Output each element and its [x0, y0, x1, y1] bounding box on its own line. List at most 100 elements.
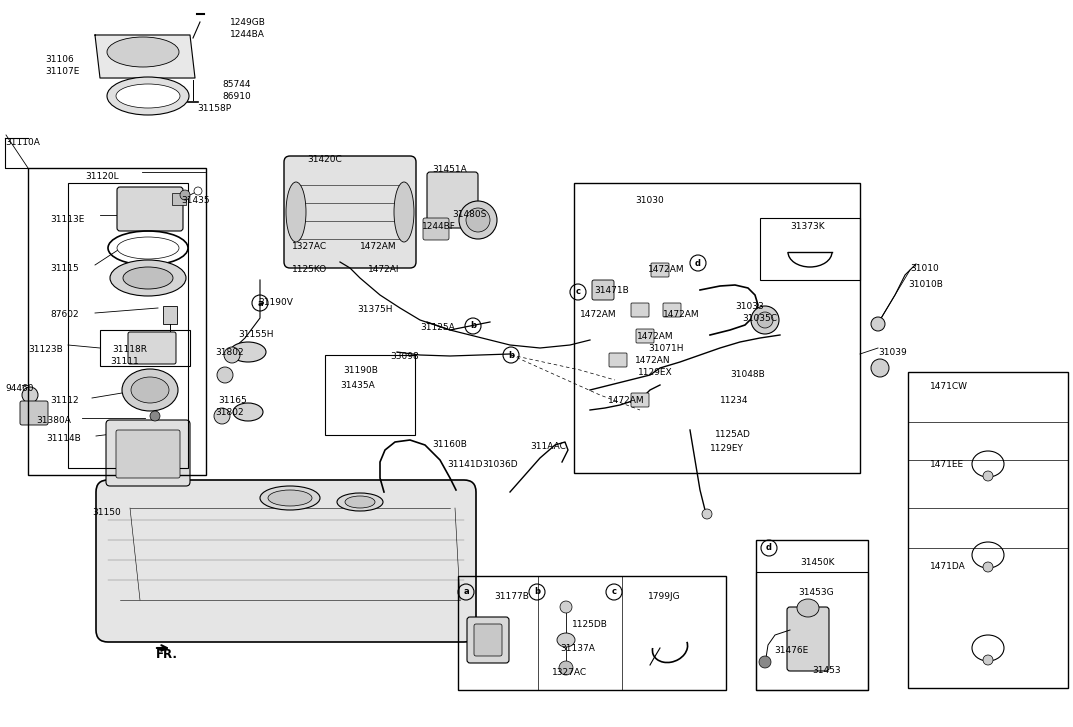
FancyBboxPatch shape — [427, 172, 477, 228]
Bar — [163, 306, 177, 324]
Text: 31125A: 31125A — [420, 323, 455, 332]
Text: 31420C: 31420C — [307, 155, 341, 164]
FancyBboxPatch shape — [117, 187, 183, 231]
Text: 31036D: 31036D — [482, 460, 517, 469]
Text: 31010B: 31010B — [908, 280, 943, 289]
Text: 31177B: 31177B — [494, 592, 529, 601]
Polygon shape — [95, 35, 195, 78]
Text: 1125KO: 1125KO — [292, 265, 327, 274]
Text: 1799JG: 1799JG — [648, 592, 680, 601]
Text: 31451A: 31451A — [432, 165, 467, 174]
FancyBboxPatch shape — [651, 263, 668, 277]
Text: 1471EE: 1471EE — [930, 460, 965, 469]
Bar — [28, 168, 206, 475]
Text: 1472AM: 1472AM — [648, 265, 685, 274]
Text: 31137A: 31137A — [560, 644, 594, 653]
Circle shape — [150, 411, 160, 421]
Circle shape — [217, 367, 233, 383]
Text: 11234: 11234 — [720, 396, 749, 405]
Circle shape — [871, 359, 890, 377]
Circle shape — [559, 661, 573, 675]
Text: 1244BA: 1244BA — [230, 30, 265, 39]
Text: FR.: FR. — [156, 648, 178, 661]
Text: 1129EY: 1129EY — [710, 444, 744, 453]
Text: 1327AC: 1327AC — [552, 668, 587, 677]
Text: 1472AN: 1472AN — [635, 356, 671, 365]
Text: 1249GB: 1249GB — [230, 18, 266, 27]
Text: 31071H: 31071H — [648, 344, 684, 353]
Text: 31190B: 31190B — [343, 366, 378, 375]
FancyBboxPatch shape — [592, 280, 614, 300]
Text: 1472AM: 1472AM — [637, 332, 674, 341]
FancyBboxPatch shape — [609, 353, 627, 367]
Bar — [172, 193, 186, 205]
Bar — [756, 540, 868, 690]
Text: 31375H: 31375H — [357, 305, 393, 314]
Text: 31453: 31453 — [812, 666, 840, 675]
Text: 31450K: 31450K — [800, 558, 835, 567]
Text: 1129EX: 1129EX — [638, 368, 673, 377]
Text: 31030: 31030 — [635, 196, 664, 205]
Text: 1471CW: 1471CW — [930, 382, 968, 391]
FancyBboxPatch shape — [95, 480, 476, 642]
FancyBboxPatch shape — [631, 303, 649, 317]
Text: 31158P: 31158P — [197, 104, 231, 113]
Circle shape — [560, 601, 572, 613]
FancyBboxPatch shape — [787, 607, 829, 671]
Ellipse shape — [230, 342, 266, 362]
Text: 31120L: 31120L — [85, 172, 119, 181]
Ellipse shape — [233, 403, 263, 421]
Circle shape — [983, 471, 993, 481]
Text: 31141D: 31141D — [447, 460, 483, 469]
Ellipse shape — [751, 306, 779, 334]
Text: 31453G: 31453G — [798, 588, 834, 597]
FancyBboxPatch shape — [474, 624, 502, 656]
Ellipse shape — [122, 369, 178, 411]
Text: a: a — [464, 587, 469, 596]
Text: 1472AI: 1472AI — [368, 265, 399, 274]
Text: 31035C: 31035C — [743, 314, 777, 323]
Ellipse shape — [111, 260, 186, 296]
Ellipse shape — [797, 599, 819, 617]
Bar — [325, 355, 415, 435]
Ellipse shape — [107, 37, 179, 67]
FancyBboxPatch shape — [284, 156, 416, 268]
Text: 1125AD: 1125AD — [715, 430, 751, 439]
FancyBboxPatch shape — [106, 420, 190, 486]
Text: 1472AM: 1472AM — [608, 396, 645, 405]
Text: 1472AM: 1472AM — [361, 242, 397, 251]
FancyBboxPatch shape — [423, 218, 449, 240]
Text: 31480S: 31480S — [452, 210, 486, 219]
Text: a: a — [258, 299, 263, 308]
Circle shape — [180, 190, 190, 200]
Text: b: b — [470, 321, 476, 331]
Bar — [458, 576, 726, 690]
Text: 31802: 31802 — [215, 408, 244, 417]
Circle shape — [23, 387, 38, 403]
Text: d: d — [695, 259, 701, 268]
Ellipse shape — [286, 182, 306, 242]
Text: 31110A: 31110A — [5, 138, 40, 147]
Bar — [68, 183, 188, 468]
Text: 31155H: 31155H — [238, 330, 274, 339]
Text: 31118R: 31118R — [112, 345, 147, 354]
FancyBboxPatch shape — [116, 430, 180, 478]
Text: 31165: 31165 — [218, 396, 247, 405]
Ellipse shape — [260, 486, 320, 510]
Bar — [760, 218, 859, 280]
Bar — [574, 183, 859, 473]
FancyBboxPatch shape — [663, 303, 681, 317]
Ellipse shape — [337, 493, 383, 511]
Ellipse shape — [116, 84, 180, 108]
Text: 1244BF: 1244BF — [422, 222, 456, 231]
Text: 1471DA: 1471DA — [930, 562, 966, 571]
Circle shape — [194, 187, 202, 195]
Ellipse shape — [117, 237, 179, 259]
FancyBboxPatch shape — [636, 329, 655, 343]
Text: 31123B: 31123B — [28, 345, 62, 354]
Text: 1472AM: 1472AM — [663, 310, 700, 319]
FancyBboxPatch shape — [20, 401, 48, 425]
Text: 31048B: 31048B — [730, 370, 765, 379]
Text: 31435A: 31435A — [340, 381, 374, 390]
Text: c: c — [575, 287, 580, 297]
